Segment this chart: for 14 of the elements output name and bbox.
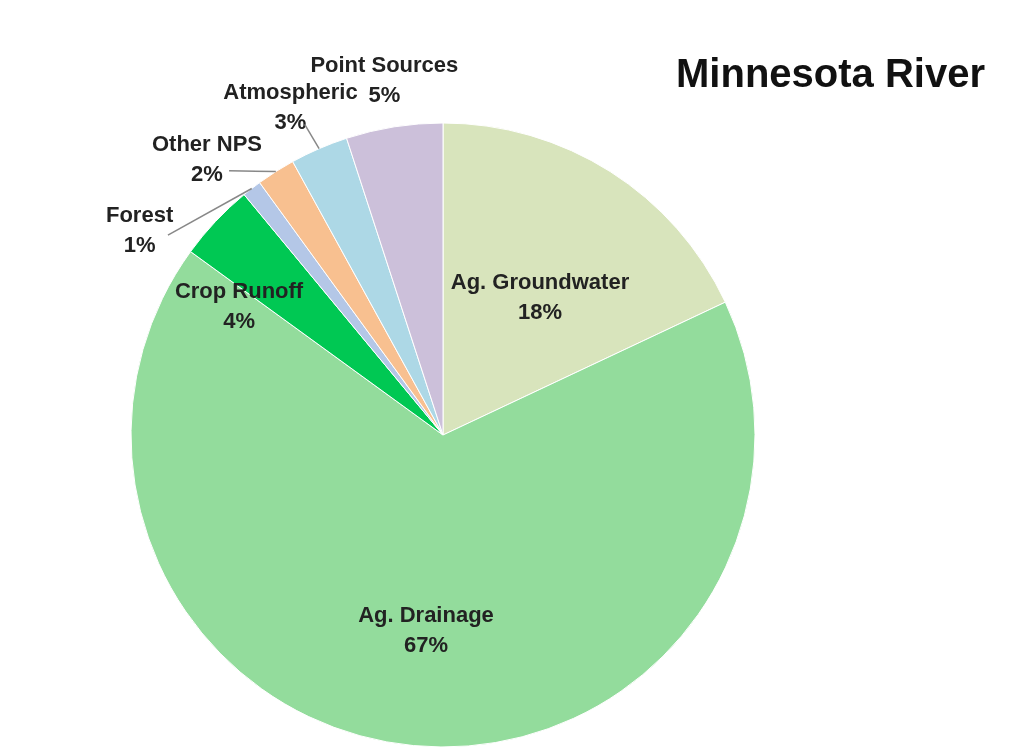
chart-title: Minnesota River	[676, 51, 985, 95]
slice-label: Forest	[105, 201, 174, 227]
slice-label: Ag. Groundwater	[450, 269, 630, 295]
data-label: 18%	[517, 299, 562, 325]
data-label: 3%	[274, 109, 307, 135]
data-label: 1%	[123, 231, 156, 257]
slice-label: Other NPS	[151, 130, 263, 156]
slice-label: Atmospheric	[223, 79, 358, 105]
data-label: 67%	[403, 632, 448, 658]
data-label: 4%	[223, 308, 255, 334]
data-label: 2%	[191, 160, 223, 186]
slice-label: Point Sources	[310, 51, 459, 77]
slice-label: Ag. Drainage	[358, 602, 494, 628]
data-label: 5%	[368, 81, 401, 107]
